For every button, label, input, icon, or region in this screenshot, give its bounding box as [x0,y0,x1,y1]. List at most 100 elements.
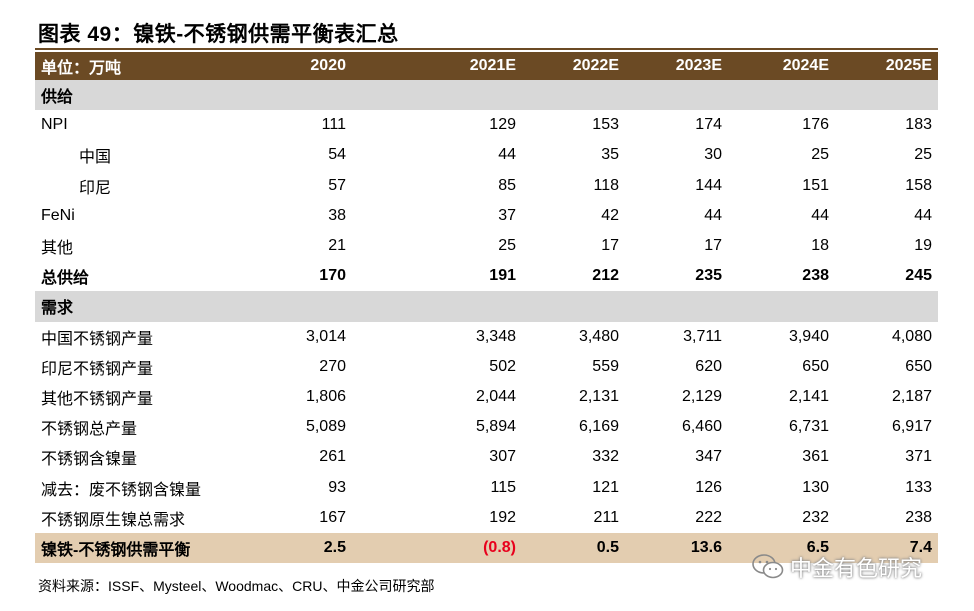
cell-value: 650 [905,357,932,375]
cell-value: 174 [695,116,722,134]
cell-value: 118 [593,176,619,194]
cell-value: 25 [914,146,932,164]
table-row: 减去：废不锈钢含镍量 93 115 121 126 130 133 [35,472,938,502]
source-note: 资料来源：ISSF、Mysteel、Woodmac、CRU、中金公司研究部 [38,578,435,594]
cell-value: 212 [592,267,619,285]
cell-value: 6,169 [578,418,619,436]
cell-value [346,291,516,322]
table-row: 印尼不锈钢产量 270 502 559 620 650 650 [35,352,938,382]
table-row: 总供给 170 191 212 235 238 245 [35,261,938,291]
cell-value: 261 [319,448,346,466]
unit-label: 单位：万吨 [35,52,275,80]
cell-value: 151 [802,176,829,194]
cell-value: 133 [905,478,932,496]
cell-value: 620 [695,357,722,375]
table-row: 中国不锈钢产量 3,014 3,348 3,480 3,711 3,940 4,080 [35,322,938,352]
cell-value: 270 [319,357,346,375]
supply-demand-table: 单位：万吨 2020 2021E 2022E 2023E 2024E 2025E… [35,52,938,563]
cell-value: 238 [905,508,932,526]
cell-value: 13.6 [619,532,722,563]
cell-value: 3,940 [788,327,829,345]
cell-value [619,291,722,322]
cell-value: 130 [802,478,829,496]
cell-value: 3,711 [683,327,722,345]
cell-value: 17 [704,237,722,255]
cell-value: 245 [905,267,932,285]
cell-value: 176 [802,116,829,134]
year-header: 2021E [346,52,516,80]
cell-value: 650 [802,357,829,375]
cell-value: 2,044 [475,387,516,405]
cell-value [722,80,829,111]
cell-value: 35 [601,146,619,164]
wechat-icon [752,554,784,579]
cell-value: 144 [695,176,722,194]
cell-value: 170 [319,267,346,285]
table-header-row: 单位：万吨 2020 2021E 2022E 2023E 2024E 2025E [35,52,938,80]
cell-value: 25 [811,146,829,164]
cell-value: 111 [321,116,346,134]
table-row: 其他 21 25 17 17 18 19 [35,231,938,261]
cell-value: 2,187 [891,387,932,405]
cell-value: 2,129 [681,387,722,405]
cell-value: 6,731 [788,418,829,436]
cell-value: 30 [704,146,722,164]
cell-value: 37 [498,206,516,224]
row-label: 其他不锈钢产量 [41,390,154,408]
cell-value: 2,141 [788,387,829,405]
cell-value: 7.4 [829,532,938,563]
row-label: 中国不锈钢产量 [41,330,154,348]
cell-value: 6,917 [891,418,932,436]
cell-value: 44 [914,206,932,224]
cell-value: 85 [498,176,516,194]
row-label: 不锈钢原生镍总需求 [41,511,186,529]
cell-value: 222 [695,508,722,526]
table-row: 镍铁-不锈钢供需平衡 2.5 (0.8) 0.5 13.6 6.5 7.4 [35,532,938,563]
cell-value: 167 [319,508,346,526]
cell-value [619,80,722,111]
year-header: 2023E [619,52,722,80]
cell-value [516,80,619,111]
cell-value: 502 [489,357,516,375]
cell-value: 54 [328,146,346,164]
row-label: FeNi [41,206,75,224]
row-label: 镍铁-不锈钢供需平衡 [35,532,275,563]
cell-value [829,80,938,111]
cell-value [275,291,346,322]
row-label: 不锈钢总产量 [41,421,138,439]
watermark: 中金有色研究 [752,551,922,583]
cell-value: 5,894 [475,418,516,436]
cell-value [516,291,619,322]
cell-value [829,291,938,322]
cell-value: 129 [489,116,516,134]
cell-value: 332 [592,448,619,466]
cell-value: 121 [592,478,619,496]
cell-value: 238 [802,267,829,285]
row-label: 供给 [35,80,275,111]
row-label: 总供给 [41,270,90,288]
cell-value: 361 [802,448,829,466]
cell-value: 115 [490,478,516,496]
cell-value: 6.5 [722,532,829,563]
cell-value: 18 [811,237,829,255]
cell-value: 126 [695,478,722,496]
cell-value: 21 [328,237,346,255]
cell-value: 6,460 [681,418,722,436]
cell-value: 232 [802,508,829,526]
table-row: 印尼 57 85 118 144 151 158 [35,171,938,201]
table-row: 其他不锈钢产量 1,806 2,044 2,131 2,129 2,141 2,187 [35,382,938,412]
cell-value: 1,806 [305,387,346,405]
cell-value: 2.5 [275,532,346,563]
cell-value [275,80,346,111]
cell-value: 38 [328,206,346,224]
table-row: FeNi 38 37 42 44 44 44 [35,201,938,231]
year-header: 2025E [829,52,938,80]
cell-value: 307 [489,448,516,466]
table-row: NPI 111 129 153 174 176 183 [35,110,938,140]
cell-value: 192 [489,508,516,526]
cell-value: 17 [601,237,619,255]
cell-value: 57 [328,176,346,194]
row-label: NPI [41,116,68,134]
cell-value: 0.5 [516,532,619,563]
row-label: 印尼 [79,179,112,197]
